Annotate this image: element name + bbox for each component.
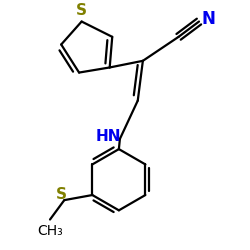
Text: S: S xyxy=(56,186,67,202)
Text: S: S xyxy=(76,3,87,18)
Text: CH₃: CH₃ xyxy=(37,224,63,238)
Text: N: N xyxy=(201,10,215,28)
Text: HN: HN xyxy=(96,129,122,144)
